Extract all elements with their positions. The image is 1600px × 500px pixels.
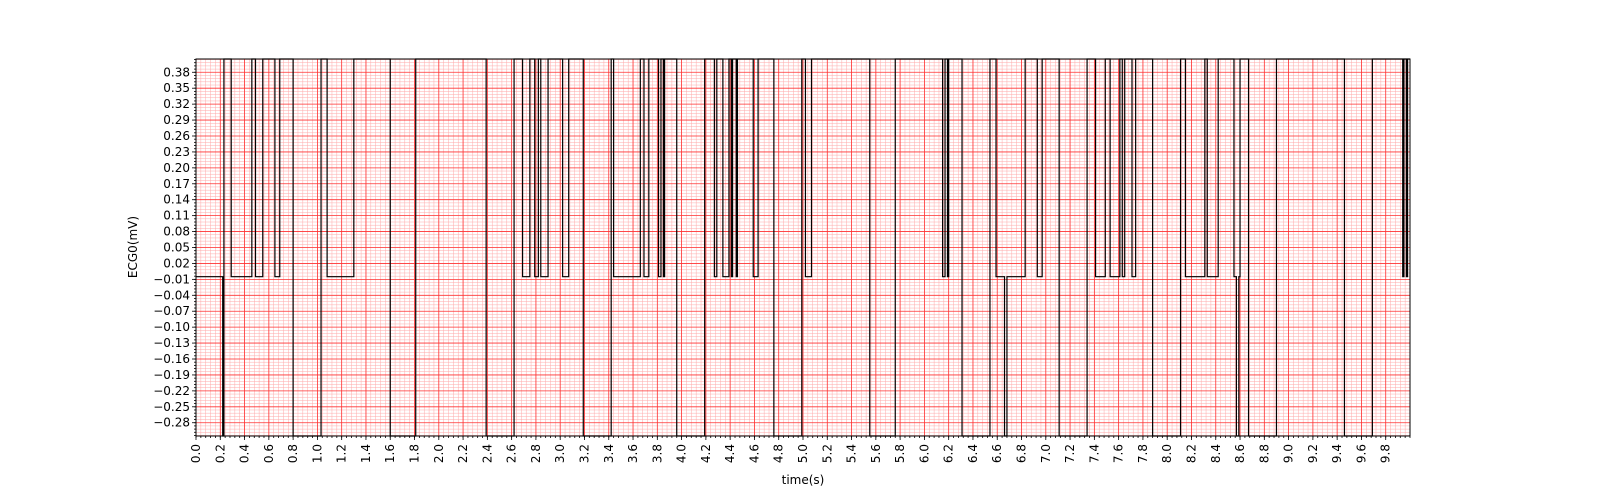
x-tick-label: 1.4 — [359, 444, 373, 463]
x-tick-label: 4.6 — [747, 444, 761, 463]
x-tick-label: 2.4 — [480, 444, 494, 463]
x-tick-label: 4.0 — [675, 444, 689, 463]
x-tick-label: 7.8 — [1136, 444, 1150, 463]
x-tick-label: 9.0 — [1282, 444, 1296, 463]
x-tick-label: 6.0 — [917, 444, 931, 463]
x-tick-label: 5.4 — [845, 444, 859, 463]
x-tick-label: 9.2 — [1306, 444, 1320, 463]
y-axis-ticks: 0.38 0.35 0.32 0.29 0.26 0.23 0.20 0.17 0.14 0.11… — [153, 59, 196, 436]
x-tick-label: 0.6 — [262, 444, 276, 463]
x-tick-label: 7.6 — [1112, 444, 1126, 463]
x-tick-label: 0.0 — [189, 444, 203, 463]
y-axis-label: ECG0(mV) — [126, 216, 140, 278]
y-tick-label: 0.29 — [163, 113, 190, 127]
x-tick-label: 5.8 — [893, 444, 907, 463]
x-tick-label: 1.2 — [335, 444, 349, 463]
x-tick-label: 7.4 — [1087, 444, 1101, 463]
x-tick-label: 3.0 — [553, 444, 567, 463]
y-tick-label: −0.10 — [153, 320, 190, 334]
y-tick-label: 0.23 — [163, 145, 190, 159]
y-tick-label: −0.04 — [153, 288, 190, 302]
x-tick-label: 7.2 — [1063, 444, 1077, 463]
x-tick-label: 5.6 — [869, 444, 883, 463]
y-tick-label: 0.17 — [163, 177, 190, 191]
x-tick-label: 2.2 — [456, 444, 470, 463]
x-tick-label: 9.6 — [1354, 444, 1368, 463]
y-tick-label: 0.32 — [163, 97, 190, 111]
y-tick-label: 0.05 — [163, 241, 190, 255]
x-tick-label: 6.6 — [990, 444, 1004, 463]
x-tick-label: 8.8 — [1257, 444, 1271, 463]
y-tick-label: 0.14 — [163, 193, 190, 207]
y-tick-label: 0.20 — [163, 161, 190, 175]
x-tick-label: 8.0 — [1160, 444, 1174, 463]
x-tick-label: 0.4 — [238, 444, 252, 463]
y-tick-label: −0.19 — [153, 368, 190, 382]
x-tick-label: 4.8 — [772, 444, 786, 463]
x-tick-label: 9.8 — [1379, 444, 1393, 463]
y-tick-label: 0.11 — [163, 209, 190, 223]
x-tick-label: 3.6 — [626, 444, 640, 463]
y-tick-label: −0.16 — [153, 352, 190, 366]
x-tick-label: 0.2 — [213, 444, 227, 463]
x-axis-ticks: 0.0 0.2 0.4 0.6 0.8 1.0 1.2 1.4 1.6 1.8 2.0 2.2 2.4 2… — [189, 436, 1411, 463]
x-tick-label: 9.4 — [1330, 444, 1344, 463]
x-tick-label: 2.8 — [529, 444, 543, 463]
y-tick-label: 0.38 — [163, 65, 190, 79]
x-tick-label: 5.0 — [796, 444, 810, 463]
x-tick-label: 1.0 — [310, 444, 324, 463]
y-tick-label: −0.28 — [153, 416, 190, 430]
x-tick-label: 7.0 — [1039, 444, 1053, 463]
y-tick-label: 0.08 — [163, 225, 190, 239]
y-tick-label: −0.13 — [153, 336, 190, 350]
x-tick-label: 3.2 — [577, 444, 591, 463]
x-tick-label: 6.4 — [966, 444, 980, 463]
y-tick-label: −0.25 — [153, 400, 190, 414]
x-tick-label: 1.8 — [408, 444, 422, 463]
x-tick-label: 4.4 — [723, 444, 737, 463]
x-tick-label: 5.2 — [820, 444, 834, 463]
y-tick-label: 0.35 — [163, 81, 190, 95]
x-tick-label: 2.0 — [432, 444, 446, 463]
x-tick-label: 4.2 — [699, 444, 713, 463]
x-tick-label: 1.6 — [383, 444, 397, 463]
y-tick-label: 0.02 — [163, 256, 190, 270]
x-tick-label: 6.2 — [942, 444, 956, 463]
y-tick-label: −0.22 — [153, 384, 190, 398]
x-tick-label: 0.8 — [286, 444, 300, 463]
y-tick-label: 0.26 — [163, 129, 190, 143]
x-tick-label: 3.8 — [650, 444, 664, 463]
x-tick-label: 6.8 — [1015, 444, 1029, 463]
x-tick-label: 8.6 — [1233, 444, 1247, 463]
x-tick-label: 3.4 — [602, 444, 616, 463]
x-tick-label: 8.2 — [1184, 444, 1198, 463]
y-tick-label: −0.07 — [153, 304, 190, 318]
y-tick-label: −0.01 — [153, 272, 190, 286]
x-tick-label: 2.6 — [505, 444, 519, 463]
x-axis-label: time(s) — [782, 473, 825, 487]
x-tick-label: 8.4 — [1209, 444, 1223, 463]
